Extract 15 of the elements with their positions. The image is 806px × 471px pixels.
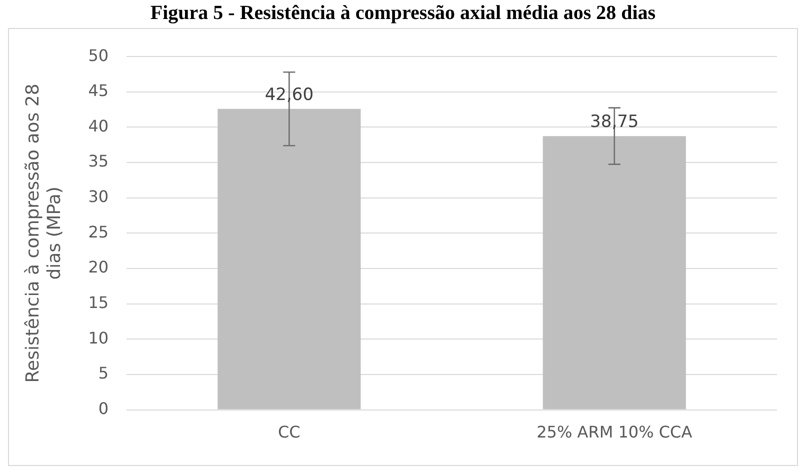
y-tick-label: 50 [88,46,109,65]
y-tick-label: 35 [88,152,109,171]
y-tick-label: 5 [98,364,109,383]
y-tick-label: 15 [88,292,109,312]
y-tick-label: 0 [98,398,109,418]
y-tick-label: 20 [88,258,109,277]
y-tick-label: 45 [88,81,109,100]
y-tick-label: 40 [88,116,109,136]
chart-title: Figura 5 - Resistência à compressão axial média aos 28 dias [149,1,657,26]
y-tick-label: 30 [88,187,109,206]
x-tick-label: 25% ARM 10% CCA [536,422,692,442]
x-tick-label: CC [278,422,300,442]
y-tick-label: 25 [88,222,109,242]
y-axis-title: Resistência à compressão aos 28 dias (MPa) [22,84,66,383]
y-tick-label: 10 [88,328,109,348]
